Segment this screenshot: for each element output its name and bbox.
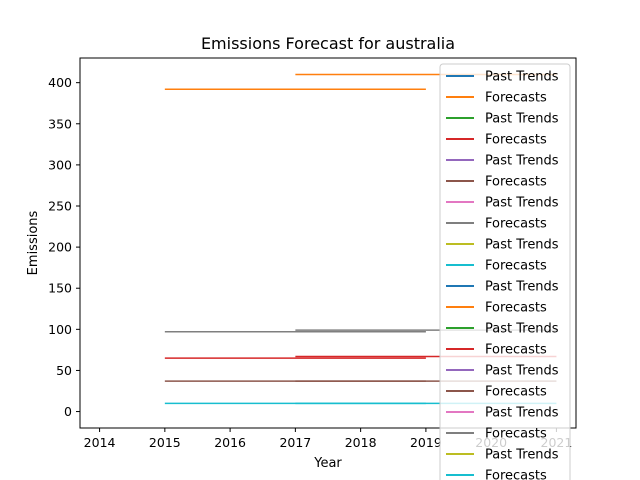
legend-label: Forecasts: [485, 133, 547, 148]
chart-title: Emissions Forecast for australia: [201, 34, 455, 53]
y-tick-label: 200: [48, 240, 72, 255]
legend-label: Forecasts: [485, 385, 547, 400]
legend-label: Past Trends: [485, 322, 559, 337]
y-axis-label: Emissions: [26, 210, 41, 275]
legend-label: Forecasts: [485, 469, 547, 480]
legend-label: Past Trends: [485, 280, 559, 295]
plot-frame: [79, 57, 577, 429]
legend-label: Forecasts: [485, 91, 547, 106]
x-axis-label: Year: [313, 456, 342, 471]
y-tick-label: 350: [48, 116, 72, 131]
legend-label: Past Trends: [485, 112, 559, 127]
legend-label: Past Trends: [485, 70, 559, 85]
legend-label: Forecasts: [485, 427, 547, 442]
x-tick-label: 2014: [84, 435, 116, 450]
x-tick-label: 2019: [410, 435, 442, 450]
y-tick-label: 300: [48, 157, 72, 172]
legend-label: Forecasts: [485, 343, 547, 358]
legend-label: Forecasts: [485, 217, 547, 232]
y-tick-label: 250: [48, 199, 72, 214]
y-tick-label: 0: [64, 404, 72, 419]
legend-label: Past Trends: [485, 238, 559, 253]
legend-label: Past Trends: [485, 448, 559, 463]
x-tick-label: 2015: [149, 435, 181, 450]
legend-box: [439, 63, 571, 480]
y-tick-label: 150: [48, 281, 72, 296]
legend-label: Past Trends: [485, 364, 559, 379]
y-tick-label: 400: [48, 75, 72, 90]
legend-label: Past Trends: [485, 406, 559, 421]
legend: Past Trends Forecasts Past Trends Forecasts…: [439, 63, 571, 480]
y-tick-label: 50: [56, 363, 72, 378]
legend-label: Forecasts: [485, 301, 547, 316]
legend-label: Forecasts: [485, 259, 547, 274]
legend-label: Past Trends: [485, 196, 559, 211]
x-tick-label: 2016: [214, 435, 246, 450]
legend-label: Past Trends: [485, 154, 559, 169]
x-tick-label: 2017: [279, 435, 311, 450]
legend-label: Forecasts: [485, 175, 547, 190]
y-tick-label: 100: [48, 322, 72, 337]
x-tick-label: 2018: [345, 435, 377, 450]
y-axis: 0 50 100 150 200 250 300 350 400: [48, 75, 80, 419]
